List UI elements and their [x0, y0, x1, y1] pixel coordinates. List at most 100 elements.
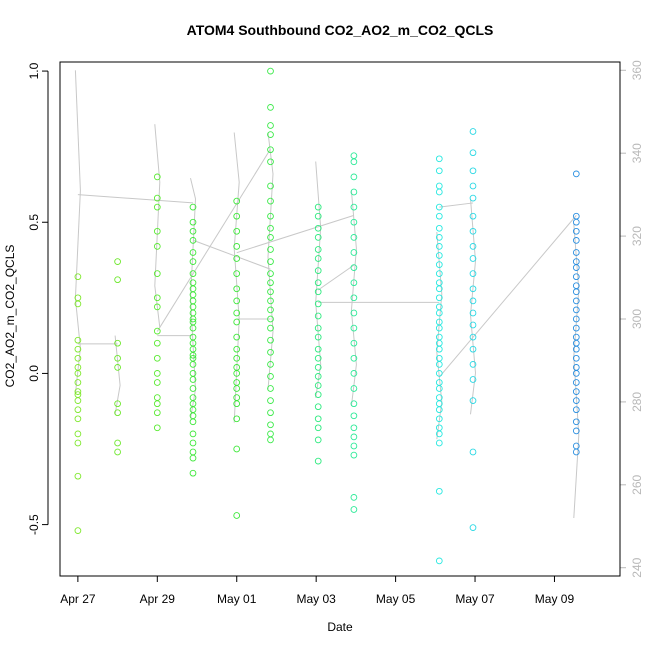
y-tick-label: -0.5	[27, 514, 41, 535]
data-point	[435, 212, 443, 220]
data-point	[267, 246, 274, 253]
data-point	[267, 258, 274, 265]
data-point	[153, 227, 161, 235]
data-point	[233, 243, 241, 250]
data-point	[572, 315, 580, 323]
data-point	[469, 376, 477, 383]
data-point	[189, 270, 197, 277]
data-point	[469, 243, 477, 250]
data-point	[314, 403, 322, 411]
data-point	[469, 182, 477, 190]
data-point	[189, 203, 197, 211]
data-point	[572, 227, 580, 235]
data-point	[350, 339, 358, 347]
data-point	[267, 336, 274, 344]
data-point	[233, 345, 241, 353]
data-point	[350, 158, 358, 166]
data-point	[314, 354, 322, 362]
data-point	[572, 448, 580, 456]
data-point	[572, 264, 580, 271]
data-point	[314, 415, 322, 423]
data-point	[435, 406, 443, 414]
data-point	[267, 234, 274, 241]
data-point	[314, 300, 322, 308]
data-point	[74, 336, 82, 344]
data-point	[153, 400, 161, 408]
data-point	[469, 397, 477, 404]
x-tick-label: May 05	[376, 592, 416, 606]
data-point	[572, 418, 580, 426]
data-point	[233, 212, 241, 220]
y-tick-label: 0.5	[27, 214, 41, 231]
data-point	[314, 255, 322, 262]
data-point	[267, 131, 274, 138]
data-point	[74, 388, 82, 395]
data-point	[314, 234, 322, 241]
data-point	[267, 224, 274, 232]
y2-tick-label: 340	[630, 143, 644, 163]
data-point	[350, 370, 358, 377]
data-point	[267, 397, 274, 404]
y-axis-label: CO2_AO2_m_CO2_QCLS	[3, 245, 17, 388]
data-point	[153, 354, 161, 362]
data-point	[153, 339, 161, 347]
data-point	[153, 379, 161, 386]
data-point	[153, 370, 161, 377]
data-point	[314, 279, 322, 287]
data-point	[267, 373, 274, 380]
data-point	[114, 258, 121, 265]
data-point	[233, 309, 241, 317]
data-point	[572, 288, 580, 296]
data-point	[233, 297, 241, 305]
chart-title: ATOM4 Southbound CO2_AO2_m_CO2_QCLS	[187, 22, 494, 38]
data-point	[435, 439, 443, 447]
data-point	[153, 327, 161, 335]
data-point	[435, 203, 443, 211]
data-point	[435, 309, 443, 317]
data-point	[314, 436, 322, 444]
data-point	[350, 506, 358, 513]
data-point	[314, 246, 322, 253]
data-point	[267, 212, 274, 220]
data-point	[350, 309, 358, 317]
data-point	[233, 285, 241, 293]
data-point	[350, 218, 358, 226]
secondary-connector-5	[236, 214, 355, 254]
data-point	[435, 385, 443, 392]
data-point	[114, 400, 121, 408]
data-point	[435, 224, 443, 232]
secondary-connector-9	[439, 202, 474, 208]
data-point	[350, 249, 358, 256]
data-point	[114, 439, 121, 447]
data-point	[572, 237, 580, 244]
data-point	[267, 348, 274, 356]
data-point	[469, 524, 477, 531]
data-point	[469, 167, 477, 175]
data-point	[314, 382, 322, 389]
data-point	[153, 203, 161, 211]
data-point	[350, 385, 358, 392]
data-point	[267, 436, 274, 444]
data-point	[435, 294, 443, 302]
data-point	[233, 318, 241, 326]
data-point	[189, 412, 197, 420]
data-point	[233, 255, 241, 262]
data-point	[435, 270, 443, 277]
data-point	[267, 67, 274, 75]
data-point	[74, 354, 82, 362]
data-point	[267, 297, 274, 305]
data-point	[233, 370, 241, 377]
y2-tick-label: 280	[630, 392, 644, 412]
data-point	[314, 312, 322, 320]
data-point	[267, 197, 274, 205]
data-point	[267, 421, 274, 429]
data-point	[233, 415, 241, 423]
data-point	[435, 487, 443, 495]
data-point	[267, 361, 274, 368]
data-point	[314, 203, 322, 211]
data-point	[267, 324, 274, 332]
data-point	[233, 333, 241, 341]
data-point	[572, 388, 580, 395]
data-point	[350, 264, 358, 271]
data-point	[572, 170, 580, 178]
